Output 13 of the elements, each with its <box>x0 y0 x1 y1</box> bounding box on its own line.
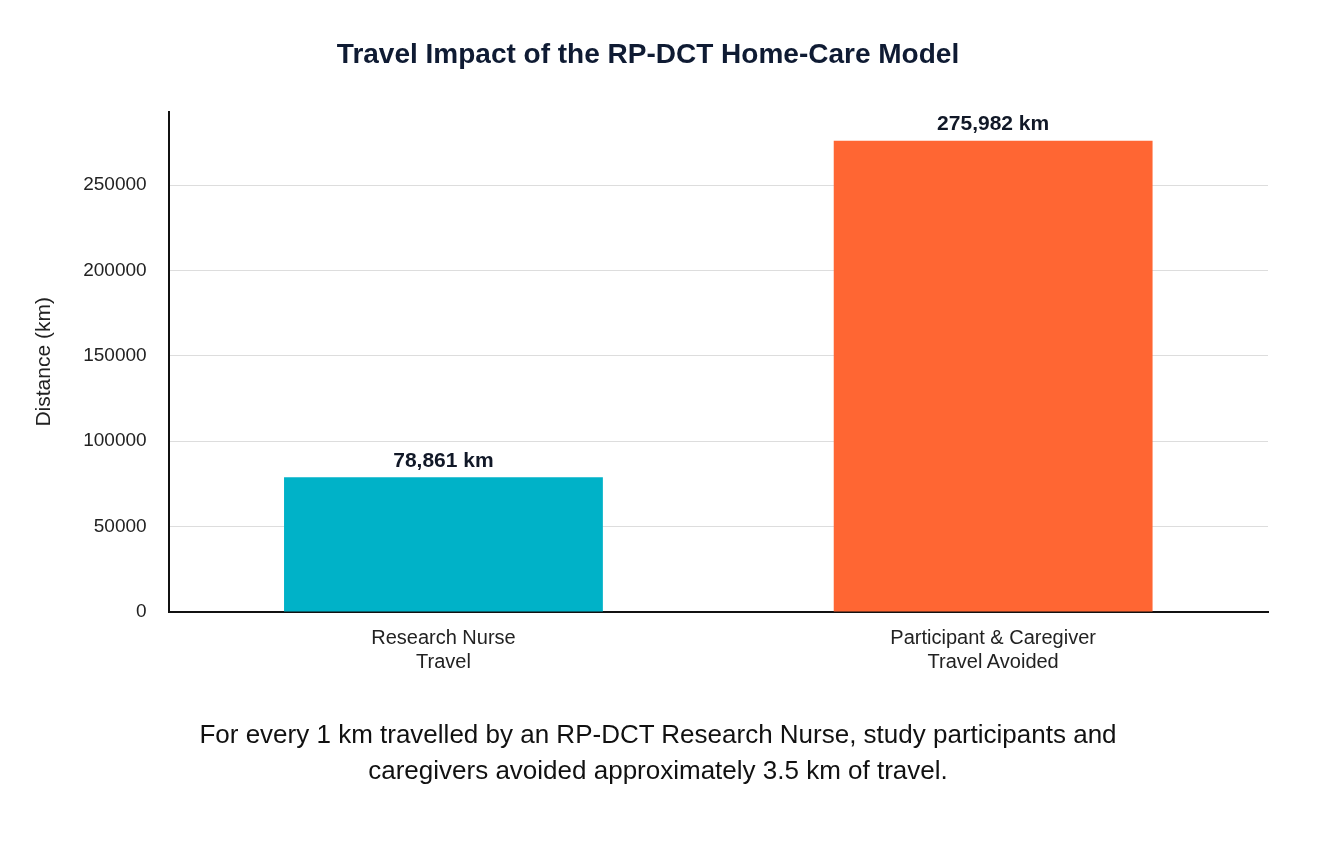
y-tick-label: 250000 <box>83 173 147 195</box>
text: For every 1 km travelled by an RP-DCT Research Nurse, study participants and caregivers avoided approximately 3.5 km of travel. <box>198 718 1118 788</box>
x-tick-label: Participant & Caregiver Travel Avoided <box>890 625 1097 672</box>
y-tick-label: 200000 <box>83 258 147 280</box>
y-axis-title: Distance (km) <box>31 297 55 427</box>
x-tick-label: Research Nurse Travel <box>371 625 516 672</box>
data-label: 78,861 km <box>393 447 494 471</box>
y-tick-label: 50000 <box>93 514 147 536</box>
y-tick-label: 0 <box>136 600 147 622</box>
y-tick-label: 100000 <box>83 429 147 451</box>
data-label: 275,982 km <box>937 110 1050 134</box>
y-tick-label: 150000 <box>83 344 147 366</box>
chart-title: Travel Impact of the RP-DCT Home-Care Model <box>336 37 960 69</box>
